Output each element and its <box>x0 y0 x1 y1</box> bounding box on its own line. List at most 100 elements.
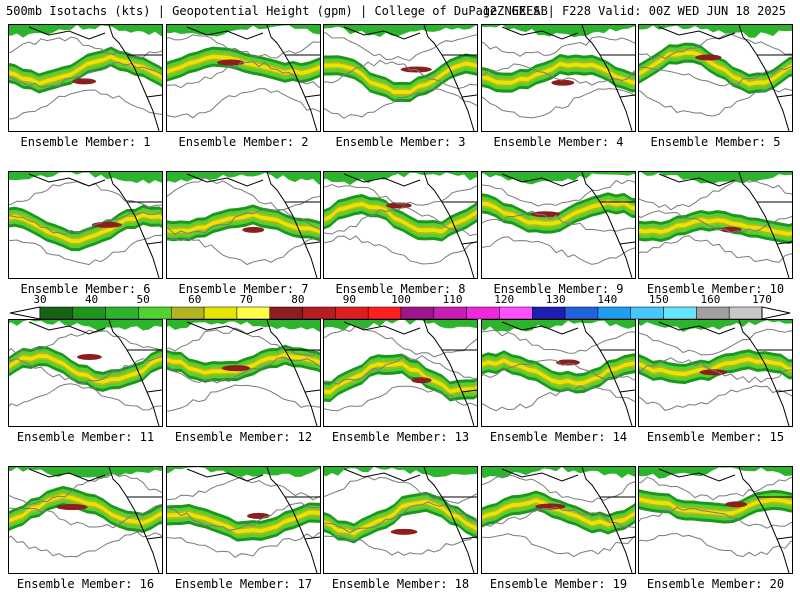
ensemble-member-caption: Ensemble Member: 18 <box>331 577 470 591</box>
arctic-wind-region <box>482 172 635 185</box>
coastline <box>108 25 160 131</box>
alaska-coastline <box>501 26 579 40</box>
political-border <box>757 201 792 245</box>
height-contour <box>9 36 162 59</box>
jet-isotach-band <box>9 354 162 384</box>
height-contour <box>9 234 162 266</box>
arctic-wind-region <box>482 25 635 38</box>
height-contour <box>324 59 477 90</box>
jet-isotach-band <box>9 54 162 86</box>
height-contour <box>482 210 635 232</box>
ensemble-member-caption: Ensemble Member: 3 <box>335 135 466 149</box>
height-contour <box>9 473 162 506</box>
jet-max-core <box>725 501 748 508</box>
height-contour <box>9 61 162 88</box>
coastline <box>738 25 790 131</box>
jet-max-core <box>551 79 575 86</box>
height-contour <box>639 357 792 384</box>
coastline <box>738 172 790 278</box>
ensemble-member-map <box>8 171 163 279</box>
ensemble-member-caption: Ensemble Member: 10 <box>646 282 785 296</box>
height-contour <box>482 179 635 207</box>
political-border <box>127 496 162 540</box>
coastline <box>423 172 475 278</box>
coastline <box>738 320 790 426</box>
ensemble-member-caption: Ensemble Member: 16 <box>16 577 155 591</box>
colorbar-swatch <box>302 306 336 320</box>
jet-isotach-band <box>167 212 320 234</box>
political-border <box>757 54 792 98</box>
ensemble-member-caption: Ensemble Member: 14 <box>489 430 628 444</box>
colorbar: 30 40 50 60 70 80 90 100 110 120 130 140 150 160 170 <box>0 294 800 320</box>
political-border <box>285 54 320 98</box>
jet-isotach-band <box>482 358 635 386</box>
ensemble-member-caption: Ensemble Member: 9 <box>493 282 624 296</box>
height-contour <box>639 65 792 87</box>
height-contour <box>167 88 320 119</box>
height-contour <box>639 210 792 234</box>
height-contour <box>324 88 477 119</box>
jet-isotach-band <box>167 347 320 380</box>
colorbar-swatch <box>532 306 566 320</box>
height-contour <box>9 383 162 411</box>
political-border <box>285 201 320 245</box>
coastline <box>581 320 633 426</box>
jet-max-core <box>72 78 97 85</box>
political-border <box>600 349 635 393</box>
alaska-coastline <box>186 26 264 40</box>
jet-isotach-band <box>482 200 635 226</box>
height-contour <box>324 32 477 62</box>
height-contour <box>482 385 635 412</box>
ensemble-member-caption: Ensemble Member: 6 <box>20 282 151 296</box>
ensemble-member-caption: Ensemble Member: 8 <box>335 282 466 296</box>
alaska-coastline <box>658 321 736 335</box>
height-contour <box>167 476 320 501</box>
alaska-coastline <box>501 321 579 335</box>
jet-max-core <box>217 59 245 66</box>
political-border <box>600 496 635 540</box>
ensemble-member-caption: Ensemble Member: 7 <box>178 282 309 296</box>
colorbar-tick-label: 40 <box>84 293 99 306</box>
jet-max-core <box>411 377 432 384</box>
political-border <box>127 54 162 98</box>
colorbar-tick-label: 160 <box>700 293 721 306</box>
arctic-wind-region <box>639 320 792 332</box>
colorbar-swatch <box>696 306 730 320</box>
map-header: 500mb Isotachs (kts) | Geopotential Heig… <box>0 0 800 22</box>
arctic-wind-region <box>324 467 477 478</box>
ensemble-member-caption: Ensemble Member: 20 <box>646 577 785 591</box>
height-contour <box>9 531 162 558</box>
jet-max-core <box>77 353 102 360</box>
height-contour <box>167 209 320 236</box>
political-border <box>757 349 792 393</box>
coastline <box>108 467 160 573</box>
ensemble-member-map <box>638 171 793 279</box>
height-contour <box>639 328 792 356</box>
political-border <box>600 54 635 98</box>
ensemble-member-map <box>8 24 163 132</box>
jet-isotach-band <box>639 497 792 516</box>
colorbar-swatch <box>367 306 402 320</box>
height-contour <box>9 504 162 529</box>
colorbar-swatch <box>269 306 303 320</box>
coastline <box>423 320 475 426</box>
height-contour <box>482 88 635 119</box>
jet-isotach-band <box>324 356 477 400</box>
colorbar-tick-label: 120 <box>494 293 515 306</box>
height-contour <box>639 476 792 501</box>
height-contour <box>167 384 320 412</box>
height-contour <box>639 506 792 529</box>
colorbar-swatch <box>203 306 238 320</box>
coastline <box>423 25 475 131</box>
jet-isotach-band <box>482 61 635 85</box>
height-contour <box>167 356 320 384</box>
colorbar-tick-label: 30 <box>33 293 47 306</box>
arctic-wind-region <box>167 172 320 185</box>
height-contour <box>639 88 792 117</box>
jet-isotach-band <box>9 212 162 244</box>
colorbar-tick-label: 100 <box>391 293 411 306</box>
ensemble-member-caption: Ensemble Member: 4 <box>493 135 624 149</box>
ensemble-member-caption: Ensemble Member: 15 <box>646 430 785 444</box>
coastline <box>266 467 318 573</box>
colorbar-swatch <box>466 306 500 320</box>
